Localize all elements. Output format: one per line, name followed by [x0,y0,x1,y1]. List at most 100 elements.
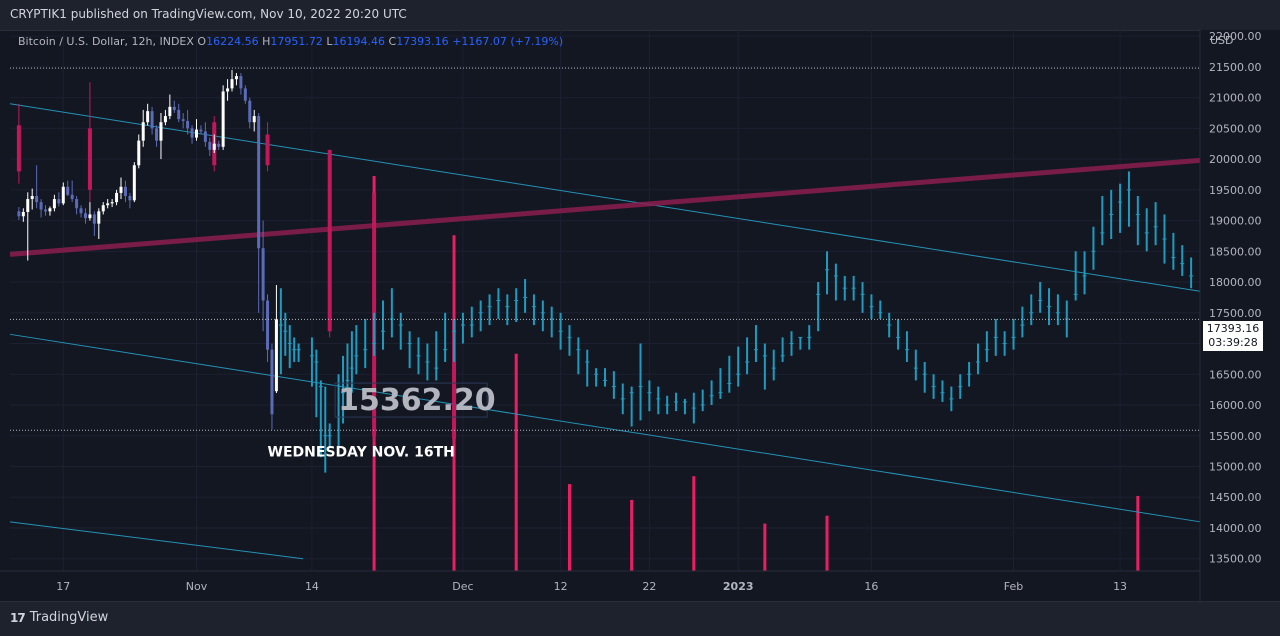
low-value: 16194.46 [332,35,386,48]
open-value: 16224.56 [206,35,259,48]
candle-body [234,76,238,80]
y-tick-label: 15500.00 [1209,430,1262,443]
candle-body [155,128,159,141]
candle-body [261,248,265,301]
candle-body [137,140,141,166]
candle-body [52,199,56,209]
volume-bar [514,353,518,571]
y-tick-label: 19000.00 [1209,215,1262,228]
candle-body [230,79,234,89]
price-candles [17,69,278,430]
volume-bar [825,515,829,571]
last-price-value: 17393.16 [1206,322,1260,335]
y-tick-label: 13500.00 [1209,553,1262,566]
x-tick-label: 13 [1113,580,1127,593]
footer-bar: 17 TradingView [0,601,1280,636]
candle-body [128,195,132,201]
high-label: H [262,35,271,48]
candle-body [35,195,39,203]
candle-body [186,120,190,129]
x-tick-label: 17 [56,580,70,593]
candle-body [239,76,243,89]
candle-body [150,111,154,129]
resistance-line [9,157,1201,257]
candle-body [106,203,110,206]
bar-countdown: 03:39:28 [1208,336,1258,349]
annotations: 15362.20 WEDNESDAY NOV. 16TH [268,382,496,461]
change-value: +1167.07 (+7.19%) [452,35,564,48]
y-tick-label: 15000.00 [1209,460,1262,473]
candle-body [21,211,25,217]
high-value: 17951.72 [270,35,323,48]
bear-candle-body [327,149,332,332]
x-tick-label: 14 [305,580,319,593]
candle-body [66,186,70,195]
candle-body [132,165,136,201]
top-bar: CRYPTIK1 published on TradingView.com, N… [0,0,1280,31]
candle-body [181,119,185,121]
candle-body [172,106,176,110]
candle-body [266,300,270,350]
horizontal-lines [10,67,1200,431]
volume-bar [567,484,571,571]
volume-bar [692,476,696,571]
open-label: O [197,35,207,48]
candle-body [92,214,96,224]
bear-candle-body [452,318,457,439]
price-label-box [334,382,488,418]
candle-body [88,214,92,219]
tradingview-logo-icon: 17 [10,610,26,625]
candle-body [79,208,83,214]
channel-line [9,521,304,560]
y-tick-label: 16000.00 [1209,399,1262,412]
x-tick-label: 22 [642,580,656,593]
y-tick-label: 17500.00 [1209,307,1262,320]
brand-name: TradingView [29,610,109,625]
currency-label: USD [1210,34,1234,47]
candle-body [208,141,212,150]
candle-body [257,116,261,249]
candle-body [97,211,101,224]
date-annotation-text: WEDNESDAY NOV. 16TH [268,445,455,461]
symbol-name: Bitcoin / U.S. Dollar, 12h, INDEX [18,35,194,48]
y-tick-label: 20500.00 [1209,122,1262,135]
projection-bars [278,171,1194,473]
x-tick-label: 16 [864,580,878,593]
bear-candle-body [265,134,270,166]
price-chart[interactable]: 15362.20 WEDNESDAY NOV. 16TH 13500.00 1400… [0,30,1280,601]
bear-candle-body [16,125,21,172]
axes: 13500.00 14000.00 14500.00 15000.00 15500.00… [0,30,1280,601]
candle-body [101,205,105,212]
y-tick-label: 18000.00 [1209,276,1262,289]
y-tick-label: 21000.00 [1209,92,1262,105]
x-tick-label: Nov [186,580,208,593]
close-label: C [388,35,397,48]
y-tick-label: 22000.00 [1209,30,1262,43]
candle-body [248,100,252,123]
trendlines [9,103,1201,560]
candle-body [146,111,150,123]
candle-body [17,211,21,217]
candle-body [48,208,52,212]
x-tick-label: Dec [452,580,473,593]
volume-bar [630,499,634,571]
x-tick-label: Feb [1004,580,1023,593]
candle-body [39,202,43,210]
last-price-tag: 17393.16 03:39:28 [1203,321,1263,351]
tradingview-logo[interactable]: 17 TradingView [10,610,108,625]
grid [10,30,1200,571]
candle-body [119,186,123,193]
candle-body [159,122,163,141]
channel-line [9,333,1201,523]
y-tick-label: 16500.00 [1209,368,1262,381]
candle-body [203,131,207,142]
candle-body [194,129,198,138]
candle-body [177,109,181,120]
candle-body [270,349,274,415]
candle-body [221,91,225,147]
candle-body [199,129,203,132]
bear-candle-body [87,128,92,190]
candle-body [30,195,34,200]
candle-body [217,143,221,147]
y-tick-label: 21500.00 [1209,61,1262,74]
